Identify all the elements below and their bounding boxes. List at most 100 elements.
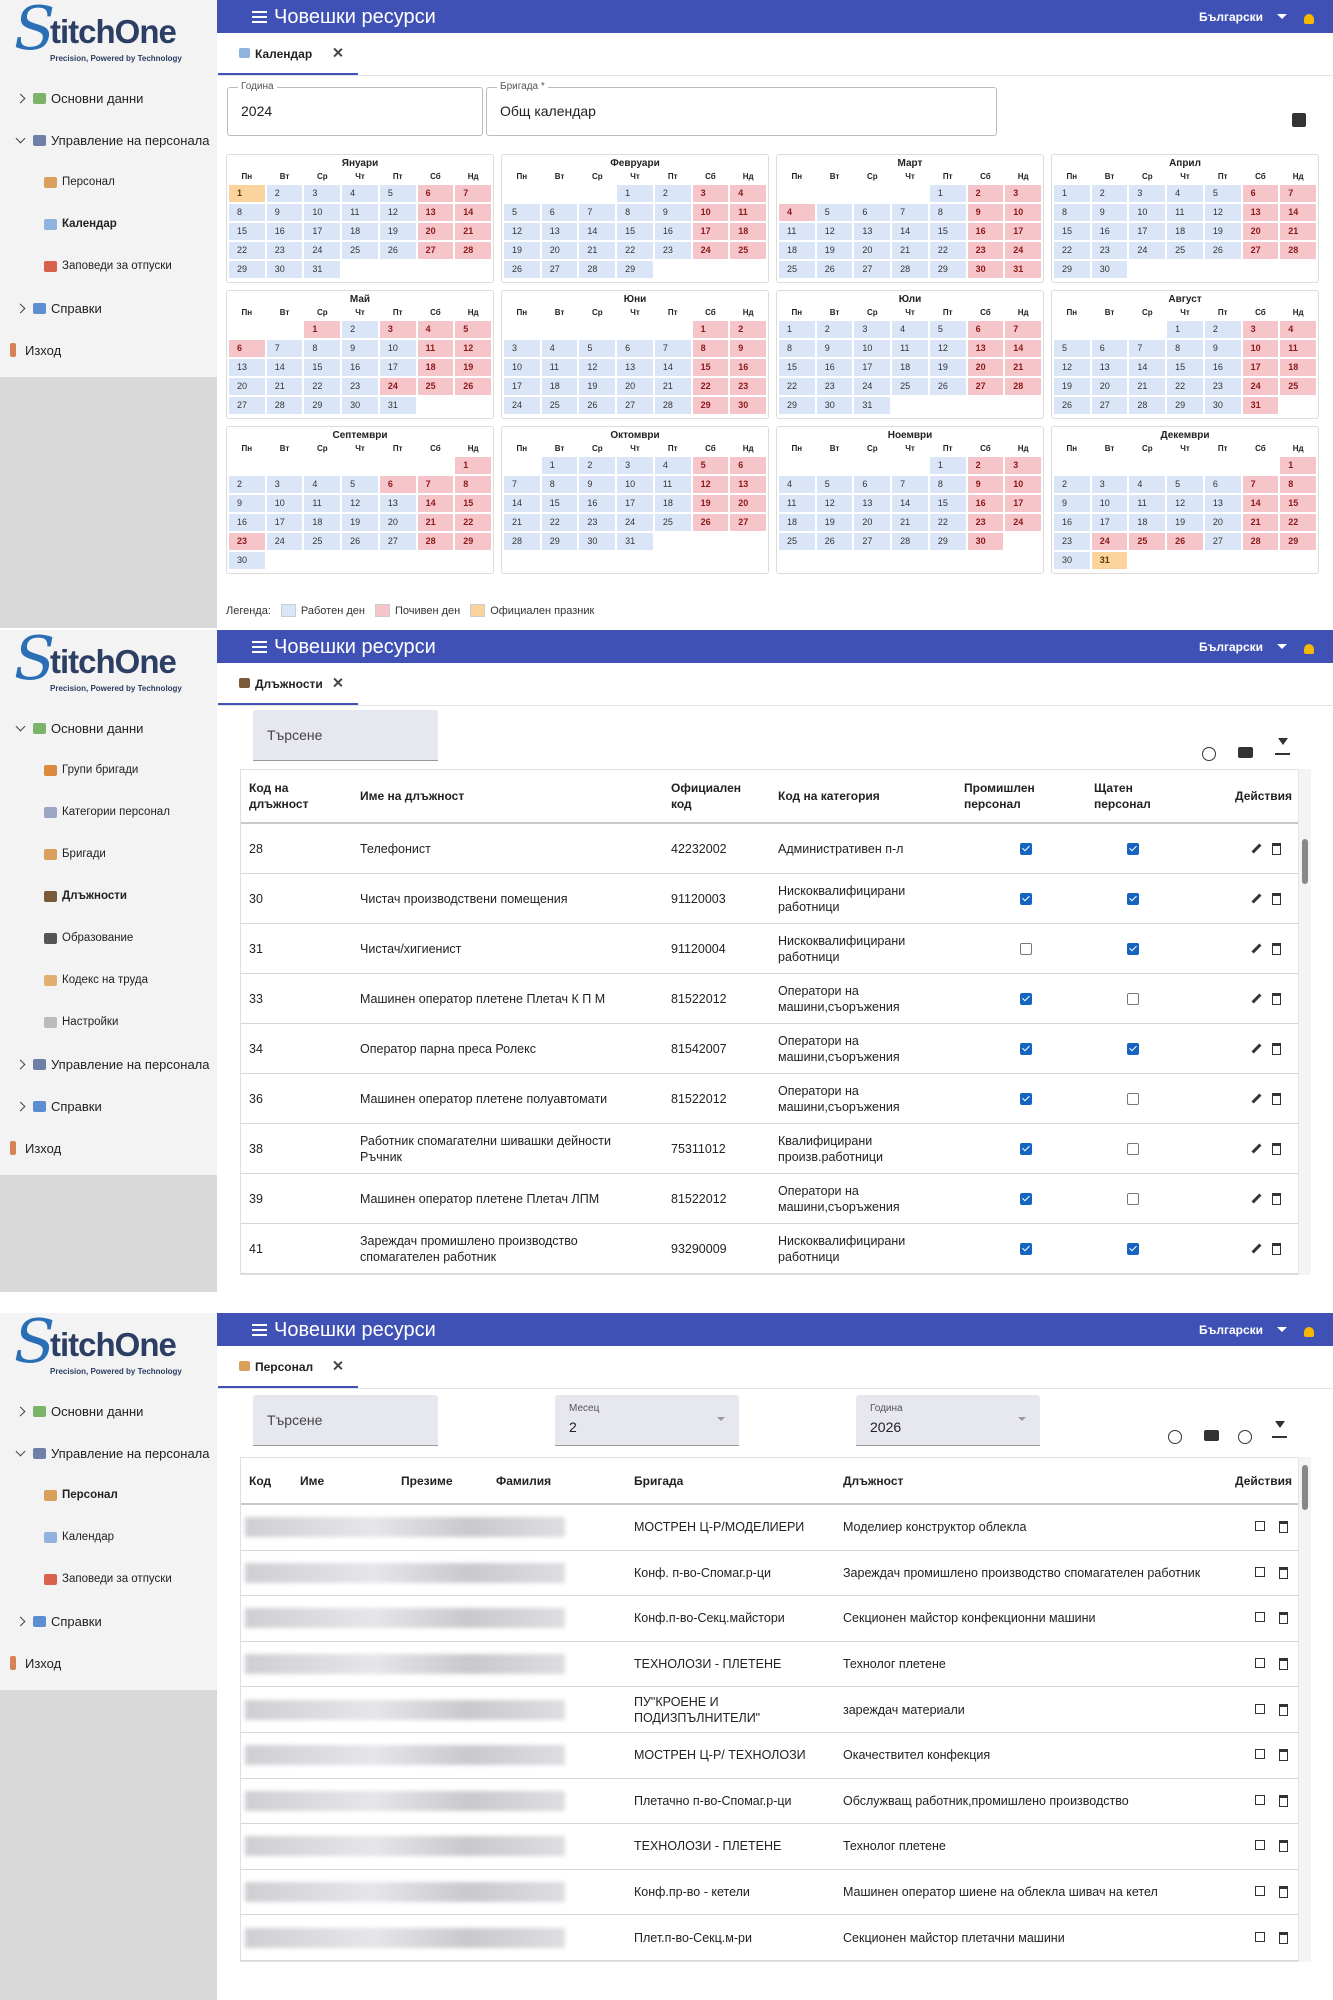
day[interactable]: 1 [929, 457, 966, 474]
day[interactable]: 26 [816, 261, 853, 278]
day[interactable]: 7 [417, 476, 454, 493]
day[interactable]: 4 [1129, 476, 1166, 493]
day[interactable]: 25 [342, 242, 378, 259]
day[interactable]: 23 [967, 514, 1004, 531]
day[interactable]: 7 [266, 340, 303, 357]
day[interactable]: 16 [579, 495, 616, 512]
day[interactable]: 25 [730, 242, 766, 259]
day[interactable]: 4 [417, 321, 454, 338]
day[interactable]: 16 [229, 514, 265, 531]
day[interactable]: 15 [304, 359, 341, 376]
plus-button[interactable] [1202, 747, 1216, 761]
day[interactable]: 8 [541, 476, 578, 493]
day[interactable]: 30 [1091, 261, 1128, 278]
save-button[interactable] [1292, 113, 1306, 127]
day[interactable]: 6 [730, 457, 766, 474]
day[interactable]: 29 [229, 261, 265, 278]
day[interactable]: 17 [1242, 359, 1279, 376]
delete-button[interactable] [1279, 1794, 1288, 1807]
day[interactable]: 28 [1242, 533, 1279, 550]
day[interactable]: 13 [1091, 359, 1128, 376]
day[interactable]: 7 [892, 204, 928, 221]
day[interactable]: 14 [892, 495, 928, 512]
year-field[interactable]: Година 2024 [227, 81, 483, 136]
tab[interactable]: Календар [218, 33, 358, 75]
day[interactable]: 1 [692, 321, 729, 338]
day[interactable]: 10 [617, 476, 653, 493]
day[interactable]: 8 [1054, 204, 1090, 221]
delete-button[interactable] [1272, 1042, 1281, 1055]
day[interactable]: 4 [304, 476, 341, 493]
day[interactable]: 2 [1054, 476, 1090, 493]
day[interactable]: 14 [266, 359, 303, 376]
day[interactable]: 11 [779, 495, 815, 512]
day[interactable]: 9 [967, 476, 1004, 493]
day[interactable]: 16 [1204, 359, 1241, 376]
day[interactable]: 29 [929, 261, 966, 278]
day[interactable]: 9 [654, 204, 691, 221]
day[interactable]: 27 [229, 397, 265, 414]
day[interactable]: 9 [229, 495, 265, 512]
checkbox[interactable] [1127, 1242, 1139, 1255]
day[interactable]: 17 [617, 495, 653, 512]
edit-button[interactable] [1251, 993, 1262, 1003]
day[interactable]: 9 [579, 476, 616, 493]
day[interactable]: 24 [1005, 242, 1041, 259]
day[interactable]: 2 [730, 321, 766, 338]
day[interactable]: 30 [579, 533, 616, 550]
menu-item[interactable]: Справки [0, 1085, 217, 1127]
tab[interactable]: Длъжности [218, 663, 358, 705]
day[interactable]: 15 [1167, 359, 1203, 376]
day[interactable]: 23 [1091, 242, 1128, 259]
tab-close[interactable] [332, 47, 343, 58]
day[interactable]: 27 [854, 261, 891, 278]
day[interactable]: 22 [929, 242, 966, 259]
checkbox[interactable] [1127, 1042, 1139, 1055]
day[interactable]: 7 [455, 185, 491, 202]
day[interactable]: 30 [967, 533, 1004, 550]
day[interactable]: 5 [929, 321, 966, 338]
day[interactable]: 10 [504, 359, 540, 376]
day[interactable]: 12 [504, 223, 540, 240]
day[interactable]: 15 [779, 359, 815, 376]
day[interactable]: 12 [455, 340, 491, 357]
day[interactable]: 21 [455, 223, 491, 240]
day[interactable]: 6 [854, 204, 891, 221]
day[interactable]: 16 [967, 495, 1004, 512]
day[interactable]: 15 [692, 359, 729, 376]
edit-button[interactable] [1251, 1043, 1262, 1053]
up-button[interactable] [1238, 1430, 1252, 1444]
day[interactable]: 2 [816, 321, 853, 338]
edit-button[interactable] [1251, 893, 1262, 903]
menu-item[interactable]: Заповеди за отпуски [0, 1558, 217, 1600]
day[interactable]: 28 [579, 261, 616, 278]
day[interactable]: 22 [229, 242, 265, 259]
day[interactable]: 18 [892, 359, 928, 376]
day[interactable]: 3 [266, 476, 303, 493]
day[interactable]: 4 [1167, 185, 1203, 202]
day[interactable]: 1 [929, 185, 966, 202]
day[interactable]: 11 [1129, 495, 1166, 512]
day[interactable]: 10 [1005, 476, 1041, 493]
day[interactable]: 23 [816, 378, 853, 395]
day[interactable]: 26 [1204, 242, 1241, 259]
day[interactable]: 18 [342, 223, 378, 240]
day[interactable]: 14 [1129, 359, 1166, 376]
delete-button[interactable] [1279, 1840, 1288, 1853]
day[interactable]: 15 [229, 223, 265, 240]
day[interactable]: 31 [617, 533, 653, 550]
day[interactable]: 13 [1204, 495, 1241, 512]
day[interactable]: 17 [1091, 514, 1128, 531]
day[interactable]: 24 [1091, 533, 1128, 550]
day[interactable]: 15 [929, 495, 966, 512]
day[interactable]: 15 [1054, 223, 1090, 240]
day[interactable]: 16 [342, 359, 378, 376]
delete-button[interactable] [1272, 992, 1281, 1005]
edit-button[interactable] [1251, 843, 1262, 853]
day[interactable]: 27 [417, 242, 454, 259]
day[interactable]: 6 [417, 185, 454, 202]
day[interactable]: 10 [692, 204, 729, 221]
day[interactable]: 14 [892, 223, 928, 240]
day[interactable]: 19 [579, 378, 616, 395]
day[interactable]: 2 [342, 321, 378, 338]
